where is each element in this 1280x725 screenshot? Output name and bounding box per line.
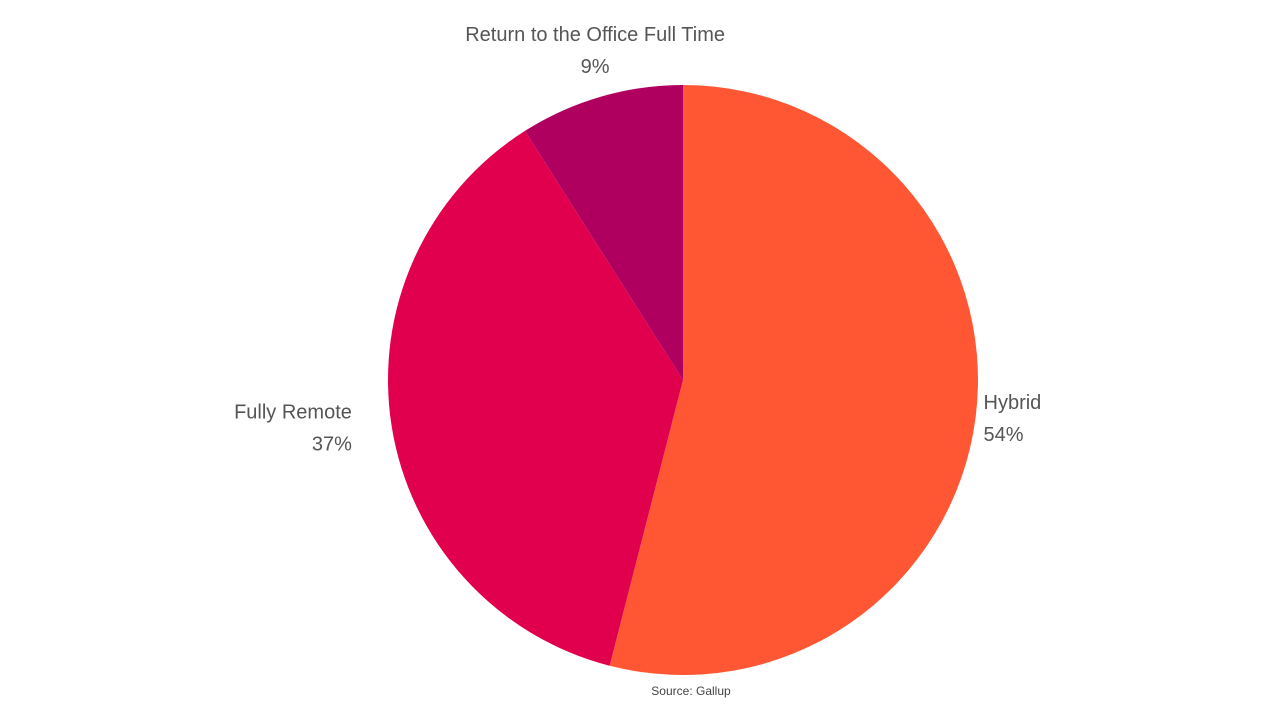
slice-value: 9% bbox=[581, 56, 610, 78]
source-note: Source: Gallup bbox=[651, 684, 731, 698]
slice-value: 37% bbox=[312, 434, 352, 456]
pie-slice bbox=[524, 85, 683, 380]
pie-slice bbox=[609, 85, 978, 675]
pie-slice bbox=[387, 130, 683, 666]
slice-value: 54% bbox=[984, 424, 1024, 446]
slice-label: Fully Remote bbox=[234, 402, 352, 424]
slice-label: Hybrid bbox=[984, 392, 1042, 414]
slice-label: Return to the Office Full Time bbox=[465, 24, 725, 46]
